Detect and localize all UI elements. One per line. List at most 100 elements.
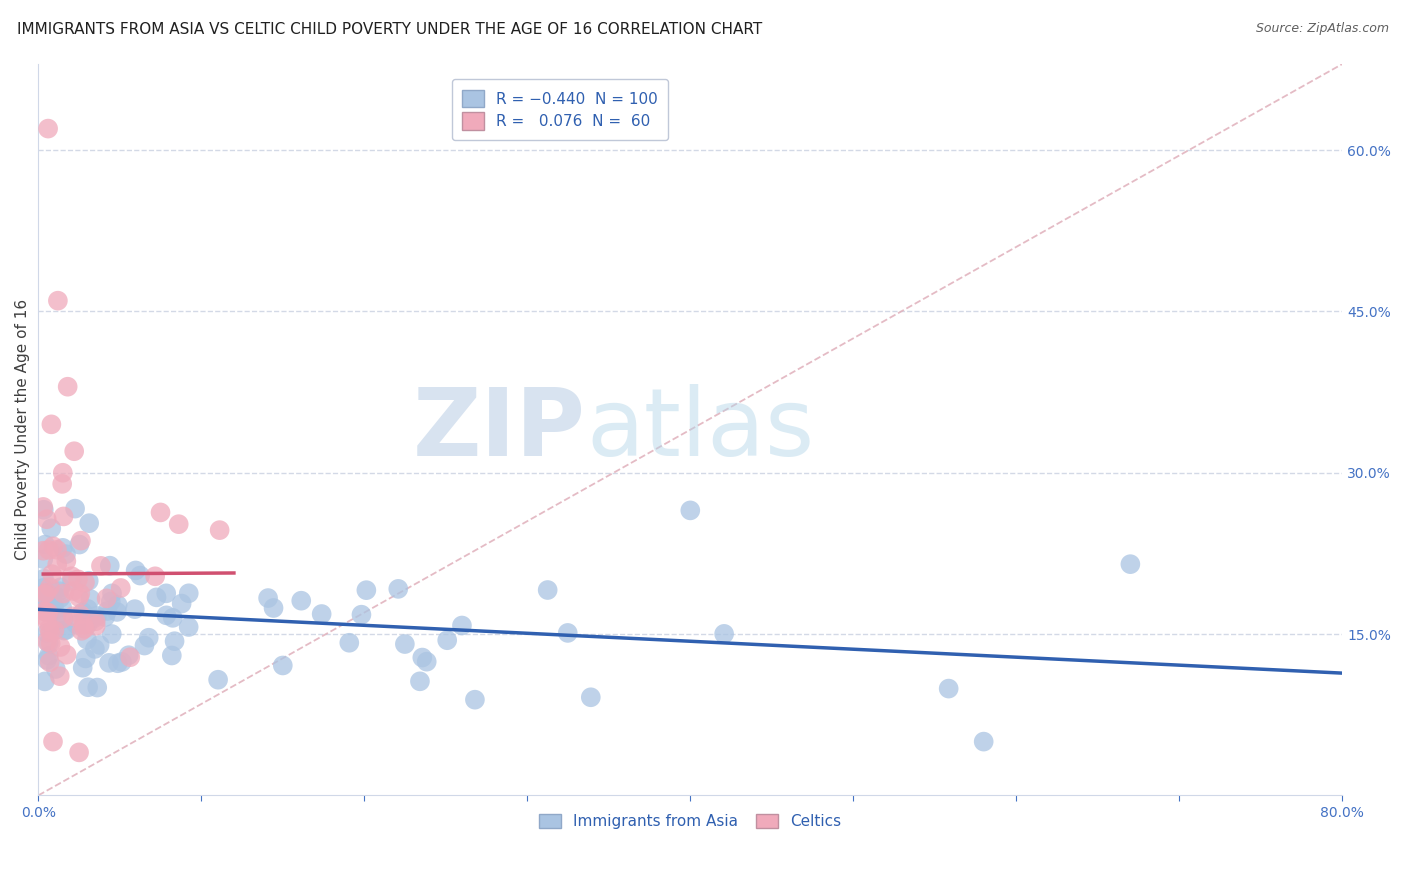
Point (62, 600, 84, 615)
Point (38, 551, 60, 566)
Point (163, 629, 186, 643)
Point (557, 715, 579, 730)
Point (67, 538, 90, 552)
Point (37, 541, 59, 556)
Point (271, 629, 294, 643)
Point (86, 609, 108, 624)
Point (69, 593, 91, 607)
Point (32, 604, 55, 618)
Point (60, 588, 83, 602)
Point (101, 603, 124, 617)
Point (38, 582, 60, 596)
Point (263, 662, 285, 676)
Point (34, 617, 56, 632)
Point (42, 734, 65, 748)
Point (257, 617, 280, 632)
Point (55, 559, 77, 574)
Point (56, 380, 79, 394)
Point (105, 616, 128, 631)
Point (120, 540, 142, 554)
Point (356, 598, 378, 612)
Point (451, 665, 474, 679)
Point (84, 609, 107, 624)
Point (76, 621, 98, 635)
Text: Source: ZipAtlas.com: Source: ZipAtlas.com (1256, 22, 1389, 36)
Point (34, 632, 56, 647)
Point (101, 532, 124, 546)
Point (124, 700, 146, 714)
Point (100, 545, 122, 559)
Point (118, 601, 141, 615)
Point (42, 669, 65, 683)
Point (973, 734, 995, 748)
Point (46, 634, 69, 648)
Point (32, 595, 55, 609)
Point (35, 601, 58, 615)
Point (77, 626, 100, 640)
Point (46, 293, 69, 308)
Point (49, 639, 72, 653)
Point (436, 681, 458, 695)
Point (51, 566, 73, 581)
Point (77, 624, 100, 639)
Point (41, 494, 63, 508)
Point (464, 687, 486, 701)
Point (67, 745, 90, 759)
Y-axis label: Child Poverty Under the Age of 16: Child Poverty Under the Age of 16 (15, 299, 30, 560)
Point (129, 593, 152, 607)
Point (39, 580, 62, 594)
Point (65, 617, 87, 632)
Point (49, 598, 72, 612)
Point (77, 607, 100, 621)
Point (41, 417, 63, 432)
Point (160, 571, 183, 585)
Point (32, 562, 55, 576)
Point (177, 637, 200, 651)
Point (52, 625, 75, 640)
Point (155, 673, 177, 688)
Point (350, 632, 373, 647)
Point (155, 668, 177, 682)
Point (70, 588, 93, 602)
Point (145, 600, 167, 615)
Point (290, 676, 312, 690)
Point (387, 625, 409, 640)
Point (35, 630, 58, 644)
Point (38, 575, 60, 590)
Point (537, 683, 560, 698)
Text: IMMIGRANTS FROM ASIA VS CELTIC CHILD POVERTY UNDER THE AGE OF 16 CORRELATION CHA: IMMIGRANTS FROM ASIA VS CELTIC CHILD POV… (17, 22, 762, 37)
Point (34, 619, 56, 633)
Text: ZIP: ZIP (413, 384, 586, 475)
Point (34, 610, 56, 624)
Point (35, 538, 58, 552)
Point (89, 581, 111, 595)
Point (111, 580, 134, 594)
Point (37, 668, 59, 682)
Point (162, 607, 184, 622)
Point (311, 609, 333, 624)
Point (44, 667, 66, 681)
Point (35, 615, 58, 630)
Point (96, 560, 118, 574)
Point (45, 673, 67, 687)
Point (52, 466, 75, 480)
Point (170, 663, 193, 677)
Point (1119, 557, 1142, 571)
Point (86, 593, 108, 607)
Point (32, 598, 55, 612)
Point (67, 464, 90, 478)
Point (32, 645, 55, 659)
Point (79, 622, 101, 636)
Point (63, 610, 86, 624)
Point (138, 525, 160, 540)
Point (75, 571, 97, 585)
Point (39, 631, 62, 645)
Point (76, 584, 98, 599)
Point (75, 630, 97, 644)
Legend: Immigrants from Asia, Celtics: Immigrants from Asia, Celtics (533, 807, 848, 835)
Point (167, 558, 190, 572)
Point (124, 609, 146, 624)
Point (46, 513, 69, 527)
Point (134, 560, 156, 574)
Point (713, 589, 735, 603)
